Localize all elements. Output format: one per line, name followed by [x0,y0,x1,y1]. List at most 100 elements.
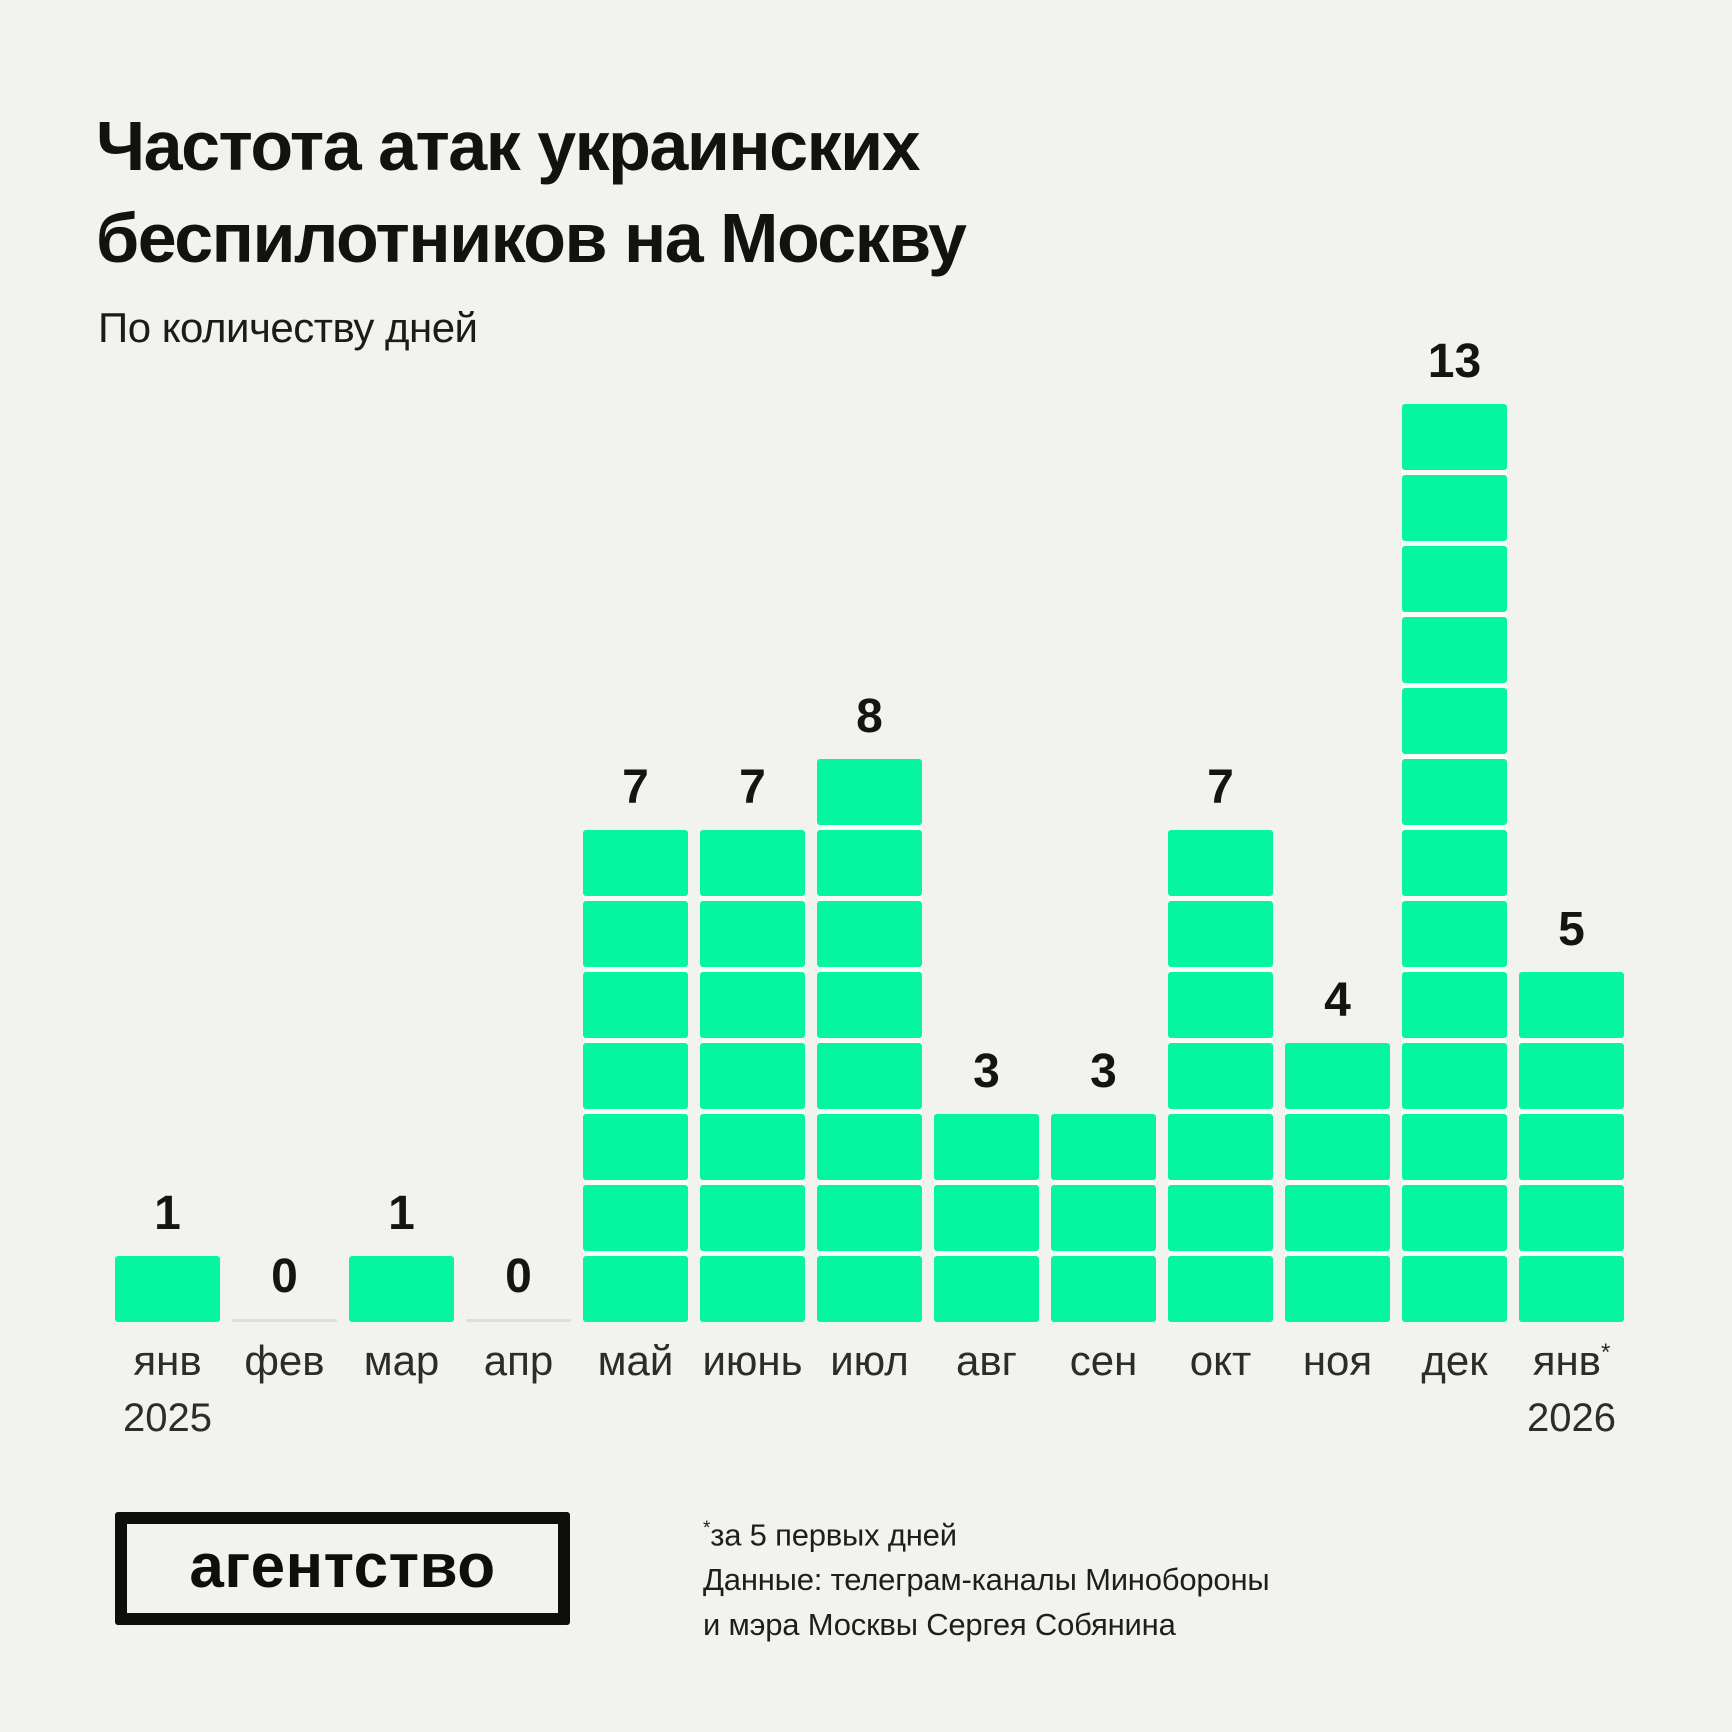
value-label: 1 [388,1187,415,1240]
bar-block [1168,901,1273,967]
bar-block [349,1256,454,1322]
bar-column-окт: 7 [1168,764,1273,1322]
value-label: 1 [154,1187,181,1240]
bar-block [1168,972,1273,1038]
bar-block [583,972,688,1038]
bar-block [817,759,922,825]
agentstvo-logo-text: агентство [189,1532,496,1601]
bar-block [583,1043,688,1109]
bar-block [1285,1043,1390,1109]
bar-blocks [1285,1043,1390,1322]
bar-block [1402,830,1507,896]
footnote-asterisk: * [703,1518,711,1539]
x-axis-label-фев: фев [232,1336,337,1442]
bar-block [1402,901,1507,967]
x-axis-label-июнь: июнь [700,1336,805,1442]
x-axis-label-окт: окт [1168,1336,1273,1442]
value-label: 7 [622,761,649,814]
bar-blocks [934,1114,1039,1322]
x-axis-label-ноя: ноя [1285,1336,1390,1442]
x-axis-label-мар: мар [349,1336,454,1442]
bar-block [1519,1043,1624,1109]
bar-block [1402,404,1507,470]
bar-block [1285,1114,1390,1180]
bar-blocks [817,759,922,1322]
bar-column-янв-2026: 5 [1519,906,1624,1322]
bar-block [1168,1043,1273,1109]
bar-column-апр: 0 [466,1253,571,1322]
bar-block [934,1114,1039,1180]
bar-column-ноя: 4 [1285,977,1390,1322]
x-axis-labels: янв 2025 фев мар апр май июнь июл авг сен окт ноя де… [115,1336,1624,1442]
bar-block [1051,1185,1156,1251]
x-axis-label-июл: июл [817,1336,922,1442]
bar-column-май: 7 [583,764,688,1322]
bar-block [1519,1185,1624,1251]
month-label: янв [1532,1337,1601,1384]
bar-block [817,830,922,896]
bar-block [817,1043,922,1109]
bar-block [700,1114,805,1180]
footnote-marker: * [1600,1339,1611,1366]
x-axis-label-сен: сен [1051,1336,1156,1442]
bar-block [1402,1043,1507,1109]
bar-block [1168,1256,1273,1322]
bar-block [1285,1185,1390,1251]
zero-baseline-dash [232,1319,337,1322]
x-axis-label-май: май [583,1336,688,1442]
bar-block [700,1043,805,1109]
chart-subtitle: По количеству дней [98,304,478,351]
bar-block [1402,972,1507,1038]
bar-block [700,901,805,967]
bar-column-мар: 1 [349,1190,454,1322]
bar-column-июнь: 7 [700,764,805,1322]
bar-block [583,830,688,896]
agentstvo-logo: агентство [115,1512,570,1625]
bar-block [700,1185,805,1251]
bar-block [1402,546,1507,612]
month-label: авг [956,1337,1017,1384]
value-label: 7 [1207,761,1234,814]
bar-block [1519,1114,1624,1180]
bar-block [583,1114,688,1180]
bar-block [1402,1256,1507,1322]
month-label: июнь [702,1337,803,1384]
bar-block [934,1185,1039,1251]
bar-block [700,830,805,896]
bar-block [700,1256,805,1322]
bar-block [1519,1256,1624,1322]
bar-block [817,972,922,1038]
bar-column-фев: 0 [232,1253,337,1322]
bar-blocks [1519,972,1624,1322]
footnote-line-2: Данные: телеграм-каналы Минобороны [703,1562,1270,1598]
footnote: *за 5 первых дней Данные: телеграм-канал… [703,1506,1270,1647]
bar-block [700,972,805,1038]
month-label: мар [363,1337,440,1384]
bar-block [1402,1114,1507,1180]
bar-chart: 1 0 1 0 7 7 8 3 3 7 4 13 5 [115,338,1624,1322]
bar-block [1051,1256,1156,1322]
bar-block [115,1256,220,1322]
bar-block [817,901,922,967]
footnote-line-1: *за 5 первых дней [703,1517,957,1553]
bar-block [1285,1256,1390,1322]
bar-block [1168,830,1273,896]
bar-block [1168,1185,1273,1251]
value-label: 7 [739,761,766,814]
bar-block [1402,475,1507,541]
bar-blocks [1168,830,1273,1322]
bar-blocks [1402,404,1507,1322]
bar-blocks [583,830,688,1322]
bar-block [1402,688,1507,754]
value-label: 4 [1324,974,1351,1027]
bar-blocks [115,1256,220,1322]
value-label: 3 [1090,1045,1117,1098]
bar-block [1402,759,1507,825]
value-label: 3 [973,1045,1000,1098]
month-label: янв [133,1337,202,1384]
bar-blocks [232,1319,337,1322]
bar-blocks [349,1256,454,1322]
x-axis-label-авг: авг [934,1336,1039,1442]
bar-block [1168,1114,1273,1180]
